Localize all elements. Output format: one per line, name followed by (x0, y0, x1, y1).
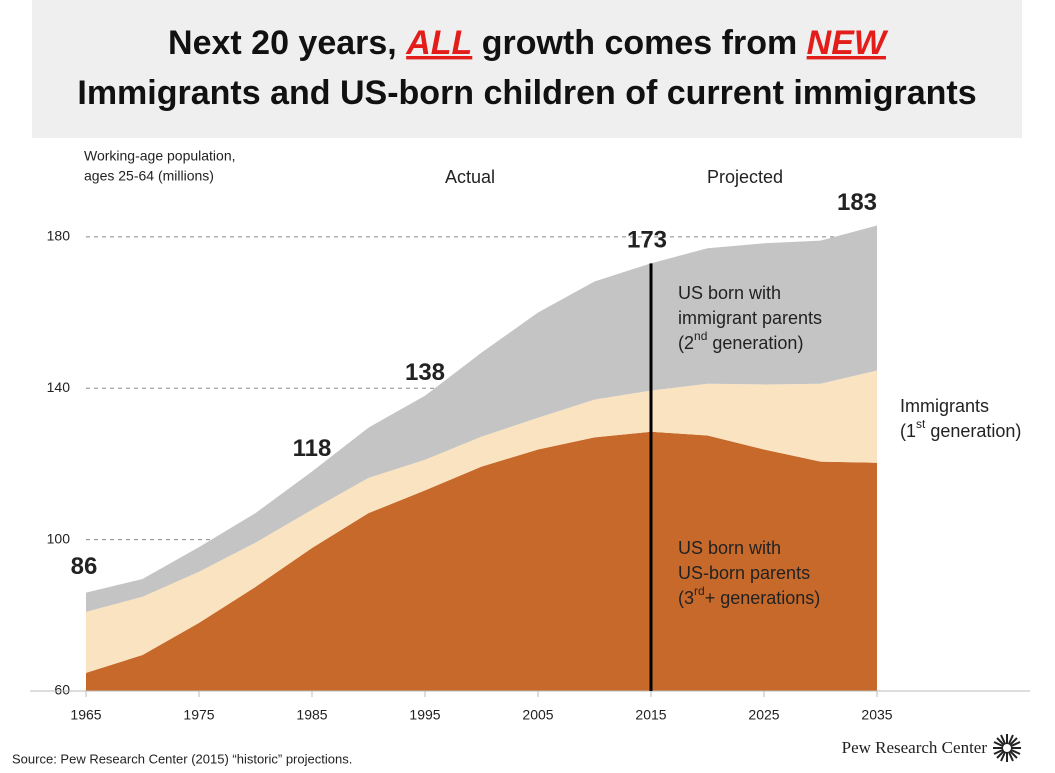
series-label: US born with (678, 538, 781, 558)
series-label-text: US-born parents (678, 563, 810, 583)
y-tick-label: 180 (47, 228, 71, 244)
x-tick-label: 2005 (522, 707, 553, 723)
chart-title: Next 20 years, ALL growth comes from NEW (168, 24, 889, 62)
series-label-text: + generations) (705, 588, 821, 608)
series-label-text: generation) (925, 421, 1021, 441)
total-label: 138 (405, 359, 445, 386)
series-label: (3rd+ generations) (678, 584, 820, 608)
y-tick-label: 60 (54, 682, 70, 698)
total-label: 118 (293, 435, 332, 462)
series-label-text: generation) (707, 333, 803, 353)
series-label: US-born parents (678, 563, 810, 583)
x-tick-label: 1985 (296, 707, 327, 723)
section-label: Actual (445, 167, 495, 187)
series-label: (1st generation) (900, 417, 1021, 441)
total-label: 86 (71, 553, 98, 580)
y-axis-label: Working-age population, (84, 148, 236, 164)
brand: Pew Research Center (842, 738, 988, 757)
series-label-sup: rd (694, 584, 705, 598)
area (86, 370, 877, 673)
series-label-text: (2 (678, 333, 694, 353)
series-label-text: (1 (900, 421, 916, 441)
x-tick-label: 1995 (409, 707, 440, 723)
series-label-sup: st (916, 417, 926, 431)
series-label-text: immigrant parents (678, 308, 822, 328)
total-label: 183 (837, 189, 877, 216)
title-run: ALL (405, 24, 472, 62)
series-label-text: US born with (678, 283, 781, 303)
series-label: US born with (678, 283, 781, 303)
title-run: NEW (807, 24, 889, 62)
title-run: growth comes from (472, 24, 806, 62)
chart-title: Immigrants and US-born children of curre… (77, 74, 976, 112)
title-run: Next 20 years, (168, 24, 406, 62)
series-label: (2nd generation) (678, 329, 803, 353)
series-label-sup: nd (694, 329, 707, 343)
source: Source: Pew Research Center (2015) “hist… (12, 751, 352, 766)
series-label-text: (3 (678, 588, 694, 608)
x-tick-label: 1975 (183, 707, 214, 723)
x-tick-label: 2035 (861, 707, 892, 723)
title-background (32, 0, 1022, 138)
series-label-text: US born with (678, 538, 781, 558)
series-label-text: Immigrants (900, 396, 989, 416)
pew-logo-center (1003, 744, 1011, 752)
area (86, 431, 877, 691)
x-tick-label: 2025 (748, 707, 779, 723)
x-tick-label: 1965 (70, 707, 101, 723)
area (86, 225, 877, 612)
x-tick-label: 2015 (635, 707, 666, 723)
total-label: 173 (627, 227, 667, 254)
series-label: immigrant parents (678, 308, 822, 328)
section-label: Projected (707, 167, 783, 187)
y-tick-label: 140 (47, 379, 71, 395)
y-tick-label: 100 (47, 530, 71, 546)
y-axis-label: ages 25-64 (millions) (84, 168, 214, 184)
title-run: Immigrants and US-born children of curre… (77, 74, 976, 112)
series-label: Immigrants (900, 396, 989, 416)
